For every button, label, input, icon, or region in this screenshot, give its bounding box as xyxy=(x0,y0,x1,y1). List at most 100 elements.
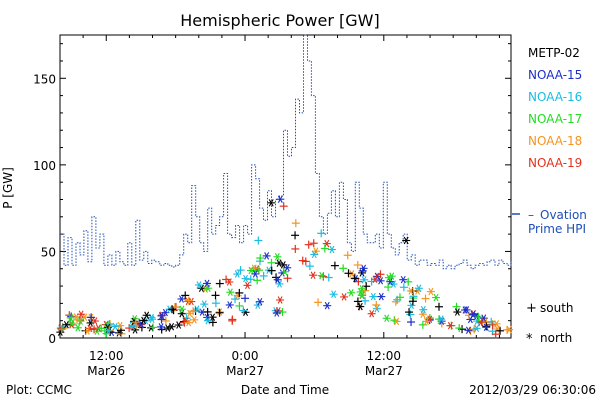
data-point xyxy=(104,327,113,335)
point-stroke xyxy=(205,284,211,292)
legend-entry-noaa-19: NOAA-19 xyxy=(528,156,582,170)
point-stroke xyxy=(248,266,254,275)
scatter-points xyxy=(56,195,514,339)
data-point xyxy=(310,250,319,259)
data-point xyxy=(323,301,332,310)
point-stroke xyxy=(78,310,84,318)
point-stroke xyxy=(187,309,193,318)
data-point xyxy=(225,301,234,309)
point-stroke xyxy=(252,270,258,278)
data-point xyxy=(291,244,300,253)
data-point xyxy=(469,310,478,319)
data-point xyxy=(211,291,220,300)
data-point xyxy=(322,239,331,248)
data-point xyxy=(131,318,140,327)
point-stroke xyxy=(438,315,444,323)
data-point xyxy=(376,277,385,285)
data-point xyxy=(329,290,338,298)
data-point xyxy=(251,270,260,278)
point-stroke xyxy=(349,270,355,278)
data-point xyxy=(402,236,411,245)
data-point xyxy=(353,260,362,269)
point-stroke xyxy=(77,317,83,325)
data-point xyxy=(90,325,99,334)
data-point xyxy=(377,292,386,301)
point-stroke xyxy=(63,321,69,329)
data-point xyxy=(203,279,212,288)
data-point xyxy=(157,312,166,320)
point-stroke xyxy=(274,253,280,261)
data-point xyxy=(254,266,263,275)
point-stroke xyxy=(69,321,75,329)
point-stroke xyxy=(358,288,364,296)
point-stroke xyxy=(179,305,185,314)
data-point xyxy=(241,294,250,303)
point-stroke xyxy=(191,316,197,324)
legend: METP-02 NOAA-15 NOAA-16 NOAA-17 NOAA-18 … xyxy=(512,46,587,347)
point-stroke xyxy=(227,301,233,309)
data-point xyxy=(492,320,501,328)
data-point xyxy=(192,305,201,313)
marker-north-label: north xyxy=(540,331,572,345)
data-point xyxy=(314,298,323,307)
legend-entry-ovation-line2: Prime HPI xyxy=(528,222,586,236)
data-point xyxy=(309,239,318,248)
plot-frame xyxy=(59,34,512,339)
data-point xyxy=(253,276,262,285)
data-point xyxy=(87,313,96,322)
data-point xyxy=(446,321,455,330)
data-point xyxy=(203,307,212,316)
data-point xyxy=(435,302,444,311)
data-point xyxy=(204,284,213,292)
point-stroke xyxy=(372,275,378,283)
data-point xyxy=(305,262,314,271)
point-stroke xyxy=(188,297,194,306)
data-point xyxy=(399,275,408,284)
legend-entry-ovation: Ovation xyxy=(540,208,587,222)
data-point xyxy=(432,293,441,302)
data-point xyxy=(462,306,471,314)
data-point xyxy=(225,278,234,286)
data-point xyxy=(57,325,66,334)
data-point xyxy=(369,292,378,301)
point-stroke xyxy=(324,239,330,248)
data-point xyxy=(320,244,329,253)
point-stroke xyxy=(416,284,422,293)
data-point xyxy=(317,271,326,280)
point-stroke xyxy=(324,301,330,310)
point-stroke xyxy=(268,199,274,207)
data-point xyxy=(168,305,177,314)
data-point xyxy=(167,322,176,331)
data-point xyxy=(235,288,244,297)
point-stroke xyxy=(226,278,232,286)
point-stroke xyxy=(204,313,210,322)
data-point xyxy=(254,236,263,245)
point-stroke xyxy=(148,313,154,322)
data-point xyxy=(291,231,300,240)
data-point xyxy=(128,322,137,331)
point-stroke xyxy=(243,274,249,283)
data-point xyxy=(472,324,481,333)
data-point xyxy=(391,297,400,306)
data-point xyxy=(62,321,71,329)
data-point xyxy=(231,295,240,304)
data-point xyxy=(505,325,514,334)
data-point xyxy=(255,297,264,306)
data-point xyxy=(304,240,313,249)
point-stroke xyxy=(198,284,204,292)
data-point xyxy=(482,323,491,332)
point-stroke xyxy=(387,277,393,286)
point-stroke xyxy=(369,309,375,318)
point-stroke xyxy=(447,321,453,330)
data-point xyxy=(181,291,190,300)
point-stroke xyxy=(204,279,210,288)
data-point xyxy=(309,271,318,279)
point-stroke xyxy=(389,272,395,280)
point-stroke xyxy=(465,326,471,335)
data-point xyxy=(382,314,391,323)
data-point xyxy=(406,287,415,295)
point-stroke xyxy=(277,296,283,304)
point-stroke xyxy=(494,320,500,328)
data-point xyxy=(418,320,427,329)
y-axis-label: P [GW] xyxy=(1,167,15,209)
